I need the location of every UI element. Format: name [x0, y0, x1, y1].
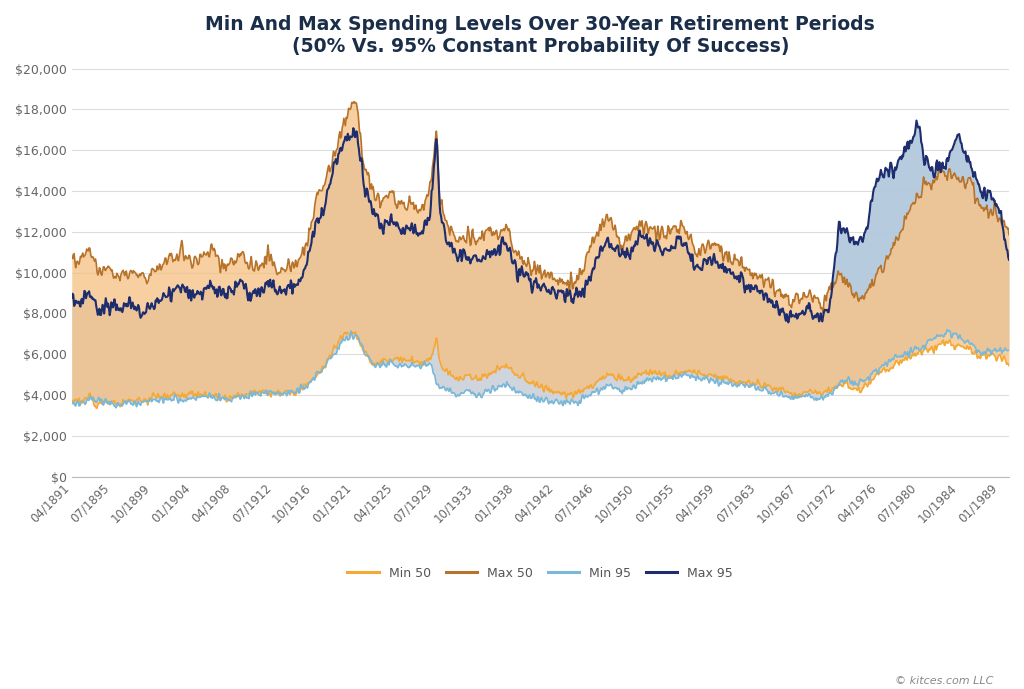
Text: © kitces.com LLC: © kitces.com LLC	[895, 675, 993, 686]
Legend: Min 50, Max 50, Min 95, Max 95: Min 50, Max 50, Min 95, Max 95	[342, 562, 738, 584]
Title: Min And Max Spending Levels Over 30-Year Retirement Periods
(50% Vs. 95% Constan: Min And Max Spending Levels Over 30-Year…	[206, 15, 876, 56]
